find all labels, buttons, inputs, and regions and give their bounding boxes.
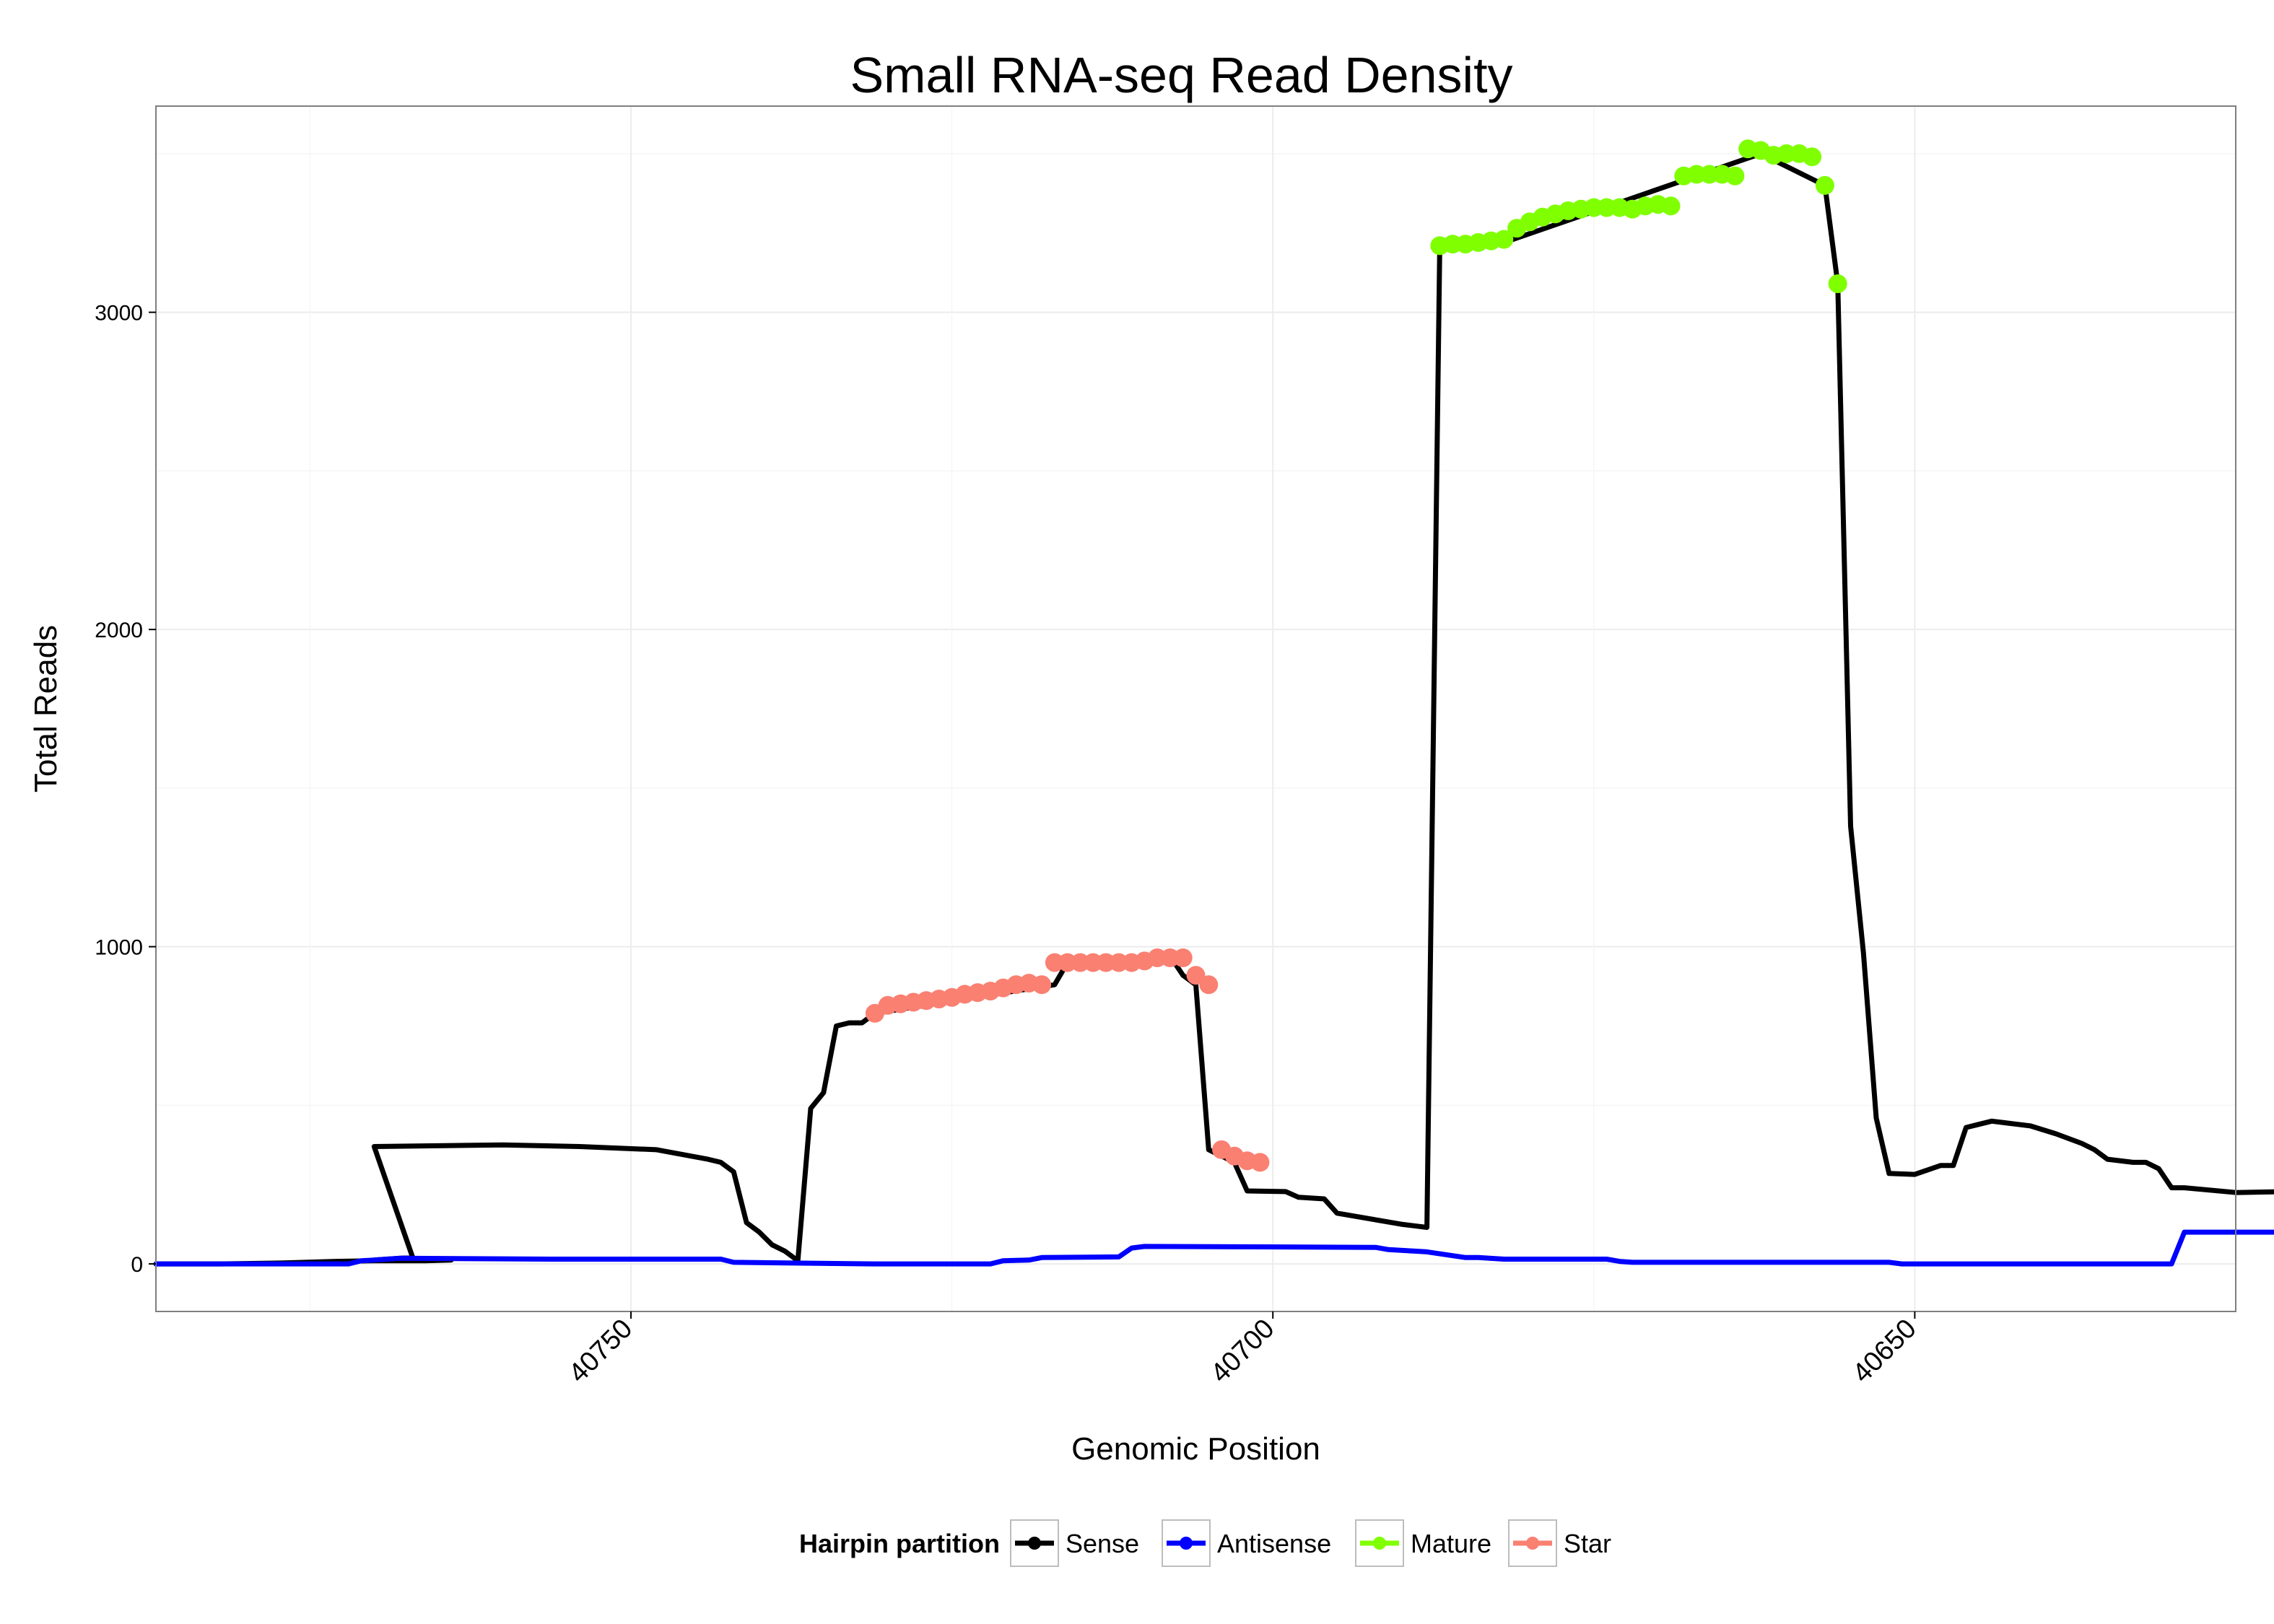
legend-item-mature: Mature [1355,1519,1491,1567]
data-point-star [1186,966,1206,985]
data-point-star [1109,953,1128,972]
legend-key-point [1526,1537,1539,1550]
data-point-mature [1494,230,1514,249]
legend-label: Mature [1411,1529,1491,1558]
plot-panel-border [155,105,2236,1312]
chart-title: Small RNA-seq Read Density [850,47,1512,103]
legend-label: Star [1564,1529,1611,1558]
series-line-antisense [153,1229,2274,1267]
data-point-mature [1815,175,1834,195]
y-tick-label: 1000 [95,936,143,960]
data-point-mature [1661,196,1681,216]
x-axis-title: Genomic Position [1071,1431,1320,1467]
data-point-star [1199,975,1219,995]
series-star [865,948,1270,1172]
legend-key-point [1180,1537,1193,1550]
data-point-mature [1803,147,1822,167]
y-axis-title: Total Reads [28,625,64,793]
data-point-star [1084,953,1103,972]
legend-item-sense: Sense [1010,1519,1139,1567]
data-point-star [1173,948,1193,967]
data-point-mature [1687,165,1707,184]
data-point-star [1045,953,1064,972]
legend-item-star: Star [1508,1519,1611,1567]
data-point-mature [1597,198,1616,217]
data-point-star [1032,975,1052,995]
data-point-star [1097,953,1115,972]
legend-item-antisense: Antisense [1162,1519,1331,1567]
series-mature [1430,139,1847,294]
data-point-star [1071,953,1090,972]
data-point-mature [1443,235,1463,254]
data-point-mature [1584,198,1603,217]
data-point-mature [1725,166,1745,185]
legend-label: Antisense [1217,1529,1331,1558]
series-antisense [153,1229,2274,1267]
data-point-star [1160,948,1180,967]
legend-title: Hairpin partition [799,1529,1000,1558]
legend-key-point [1373,1537,1386,1550]
legend: Hairpin partition Sense Antisense Mature St… [799,1519,1611,1567]
data-point-star [1148,948,1167,967]
y-tick-label: 2000 [95,619,143,642]
legend-label: Sense [1066,1529,1139,1558]
y-tick-label: 3000 [95,302,143,326]
data-point-mature [1828,274,1847,294]
legend-key-point [1028,1537,1041,1550]
y-tick-label: 0 [131,1253,143,1277]
data-series [153,139,2274,1267]
data-point-star [1250,1153,1270,1172]
